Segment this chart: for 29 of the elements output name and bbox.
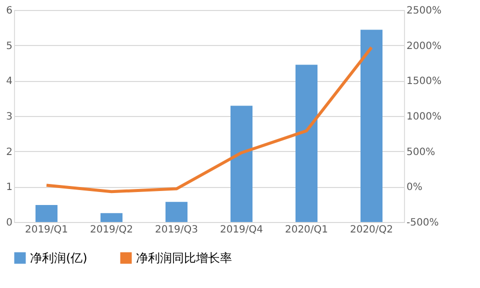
y2-tick-label: 500% bbox=[406, 146, 436, 158]
x-tick-label: 2019/Q2 bbox=[90, 224, 134, 236]
bar bbox=[360, 30, 382, 222]
bar bbox=[230, 106, 252, 222]
x-tick-label: 2019/Q1 bbox=[24, 224, 68, 236]
y-tick-label: 0 bbox=[6, 218, 12, 228]
x-tick-label: 2020/Q1 bbox=[284, 224, 328, 236]
y-tick-label: 5 bbox=[6, 40, 12, 52]
line-series bbox=[45, 46, 373, 194]
y2-tick-label: 0% bbox=[406, 182, 422, 194]
x-tick-label: 2019/Q3 bbox=[154, 224, 198, 236]
bar bbox=[296, 64, 318, 222]
x-tick-label: 2020/Q2 bbox=[350, 224, 394, 236]
bar bbox=[36, 205, 58, 222]
y2-tick-label: 2500% bbox=[406, 6, 442, 16]
y2-tick-label: -500% bbox=[406, 218, 439, 228]
y-tick-label: 1 bbox=[6, 182, 12, 194]
y2-tick-label: 1500% bbox=[406, 76, 442, 88]
y-tick-label: 6 bbox=[6, 6, 12, 16]
y2-tick-label: 2000% bbox=[406, 40, 442, 52]
legend-label: 净利润同比增长率 bbox=[136, 251, 232, 265]
y-tick-label: 2 bbox=[6, 146, 12, 158]
bar bbox=[166, 202, 188, 222]
legend-label: 净利润(亿) bbox=[30, 251, 88, 265]
y-tick-label: 4 bbox=[6, 76, 12, 88]
bar bbox=[100, 213, 122, 222]
x-tick-label: 2019/Q4 bbox=[220, 224, 264, 236]
y-tick-label: 3 bbox=[6, 112, 12, 122]
y2-tick-label: 1000% bbox=[406, 112, 442, 122]
